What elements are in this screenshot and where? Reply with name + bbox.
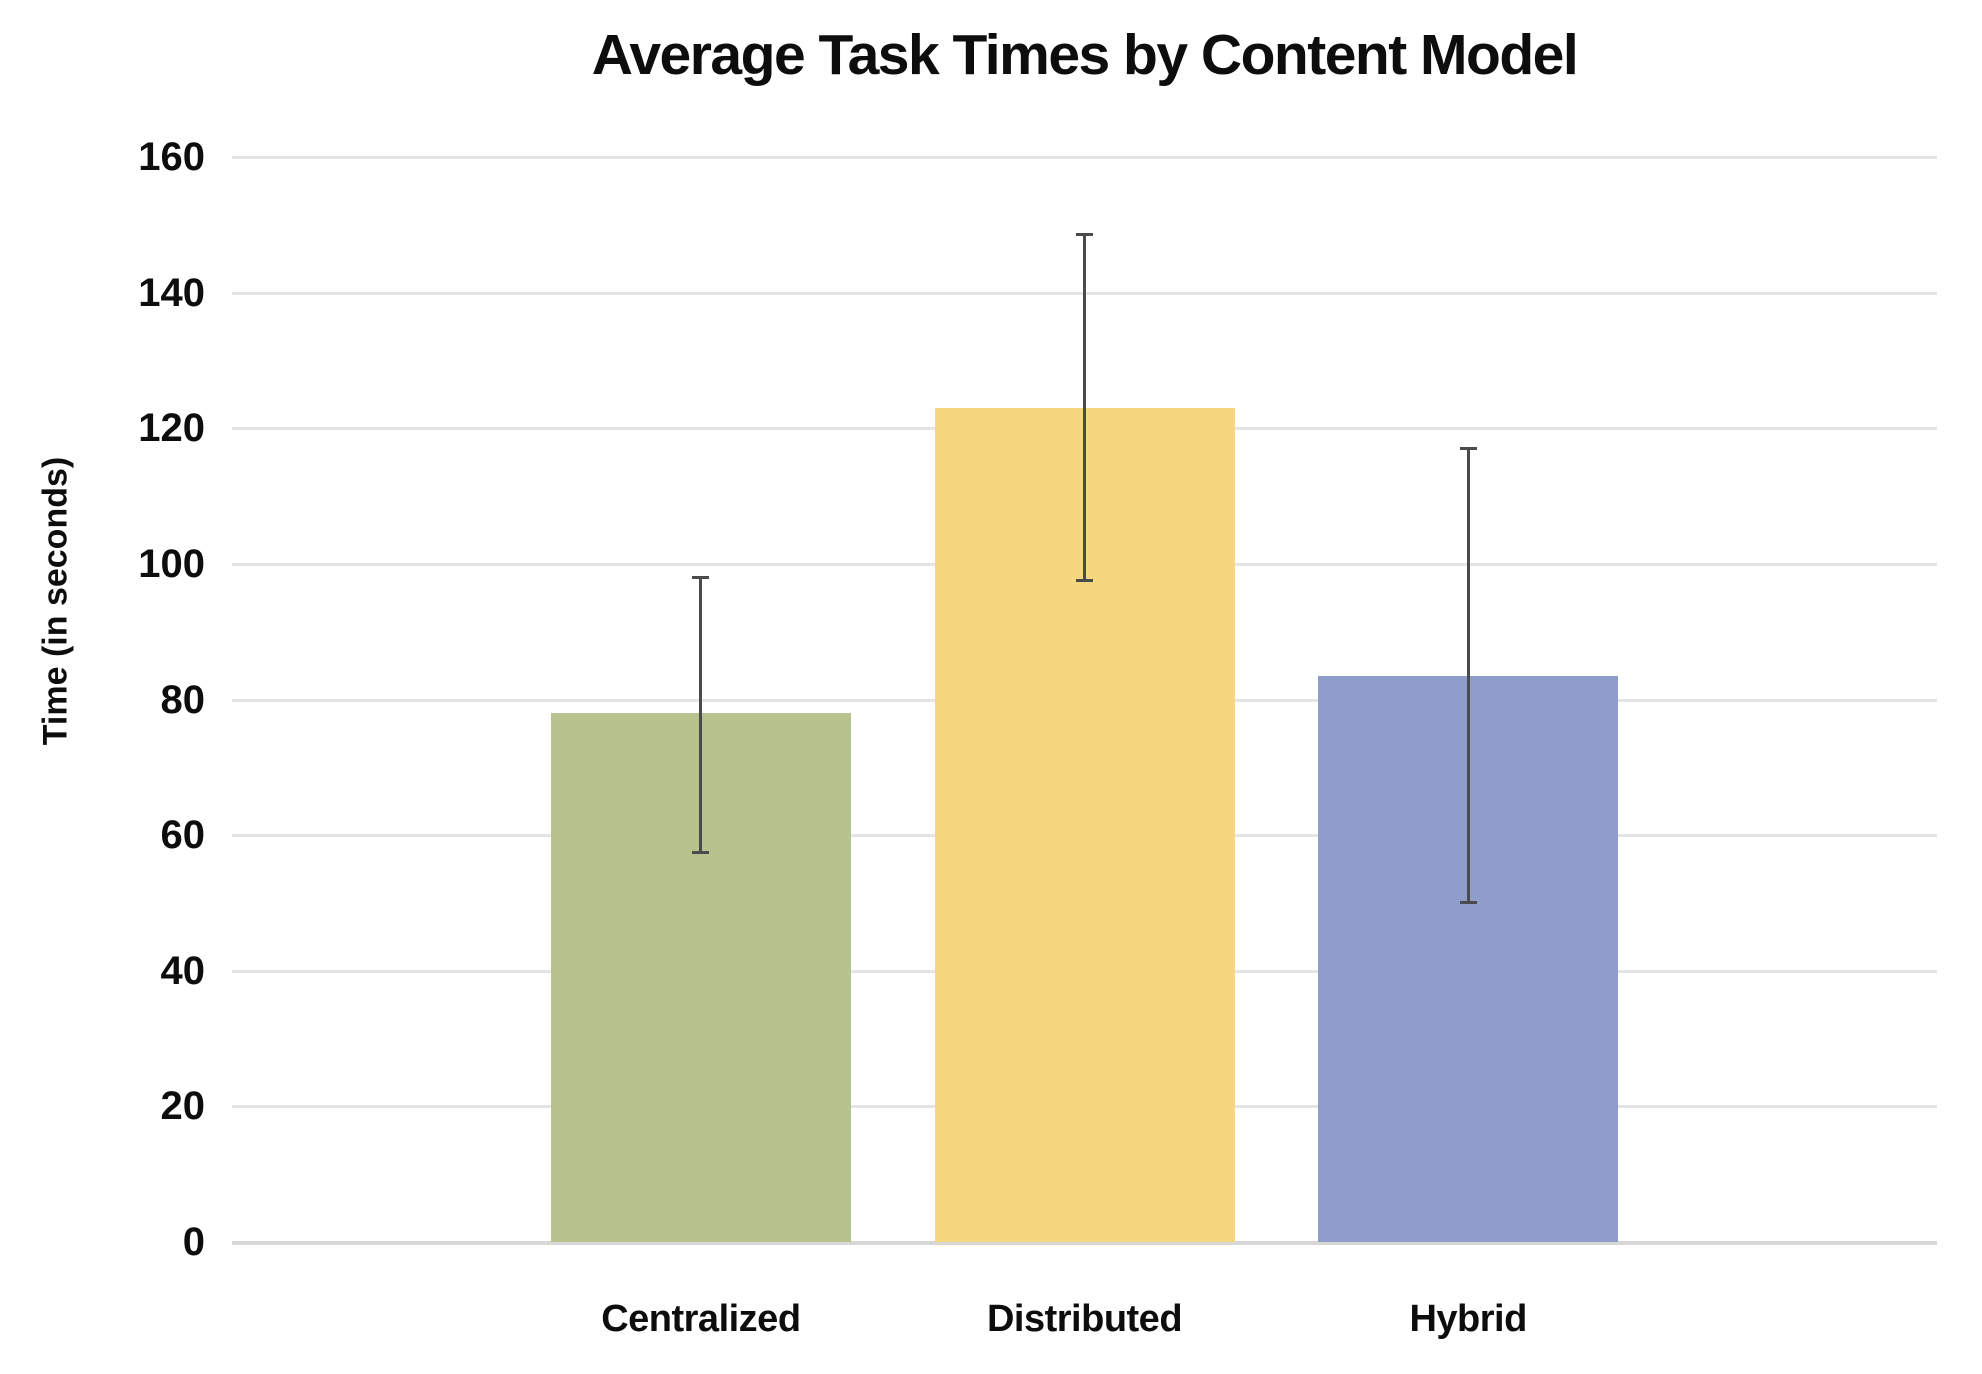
error-bar-cap-bottom xyxy=(692,850,710,854)
error-bar xyxy=(1466,448,1470,903)
y-tick-label: 120 xyxy=(138,406,205,451)
y-tick-label: 80 xyxy=(160,677,206,722)
x-tick-label-hybrid: Hybrid xyxy=(1409,1298,1527,1340)
y-tick-label: 60 xyxy=(160,813,206,858)
error-bar-cap-top xyxy=(1459,447,1477,451)
x-tick-label-centralized: Centralized xyxy=(601,1298,801,1340)
error-bar-cap-bottom xyxy=(1459,901,1477,905)
y-tick-label: 140 xyxy=(138,270,205,315)
chart-title: Average Task Times by Content Model xyxy=(591,23,1579,87)
error-bar-cap-top xyxy=(692,575,710,579)
y-tick-label: 40 xyxy=(160,948,206,993)
y-tick-label: 20 xyxy=(160,1084,206,1129)
y-tick-label: 100 xyxy=(138,541,205,586)
error-bar-cap-bottom xyxy=(1076,579,1093,583)
error-bar xyxy=(699,577,703,853)
y-tick-label: 0 xyxy=(182,1220,205,1264)
x-tick-label-distributed: Distributed xyxy=(986,1298,1183,1340)
x-axis-baseline xyxy=(232,1241,1937,1245)
y-tick-label: 160 xyxy=(138,135,205,179)
error-bar xyxy=(1083,234,1086,581)
error-bar-cap-top xyxy=(1076,233,1093,237)
gridline xyxy=(232,156,1937,159)
plot-area xyxy=(232,156,1937,1245)
